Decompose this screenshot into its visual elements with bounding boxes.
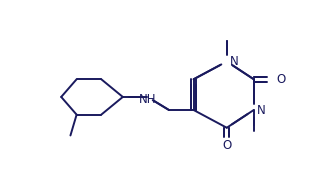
Circle shape bbox=[248, 104, 260, 116]
Text: O: O bbox=[222, 139, 231, 152]
Text: N: N bbox=[230, 55, 239, 68]
Circle shape bbox=[220, 137, 233, 149]
Circle shape bbox=[141, 91, 154, 103]
Text: O: O bbox=[276, 73, 285, 86]
Circle shape bbox=[267, 73, 279, 85]
Text: N: N bbox=[257, 103, 266, 117]
Text: NH: NH bbox=[139, 93, 156, 106]
Circle shape bbox=[220, 55, 233, 68]
